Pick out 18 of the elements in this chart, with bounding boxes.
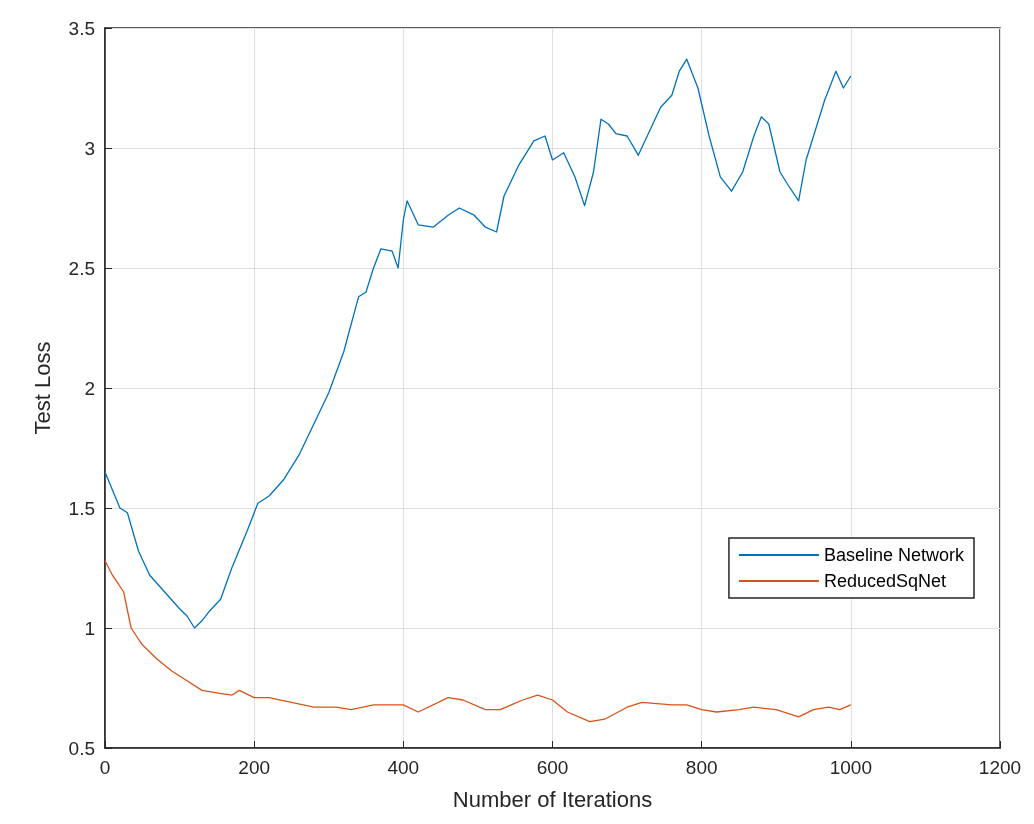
x-axis-title: Number of Iterations (452, 786, 653, 812)
x-tick-label: 600 (536, 757, 569, 778)
y-tick-label: 3 (84, 137, 95, 159)
y-axis-title: Test Loss (29, 341, 55, 435)
x-tick-label: 400 (387, 757, 420, 778)
y-tick-label: 3.5 (68, 17, 95, 39)
x-tick-label: 0 (99, 757, 111, 778)
y-tick-label: 0.5 (68, 737, 95, 759)
y-tick-label: 2 (84, 377, 95, 399)
x-tick-label: 1000 (829, 757, 872, 778)
y-tick-label: 1.5 (68, 497, 95, 519)
x-tick-label: 200 (238, 757, 271, 778)
y-tick-label: 1 (84, 617, 95, 639)
legend-label: ReducedSqNet (823, 571, 947, 591)
y-tick-label: 2.5 (68, 257, 95, 279)
x-tick-label: 800 (685, 757, 718, 778)
x-tick-label: 1200 (978, 757, 1022, 778)
legend-label: Baseline Network (823, 545, 965, 565)
